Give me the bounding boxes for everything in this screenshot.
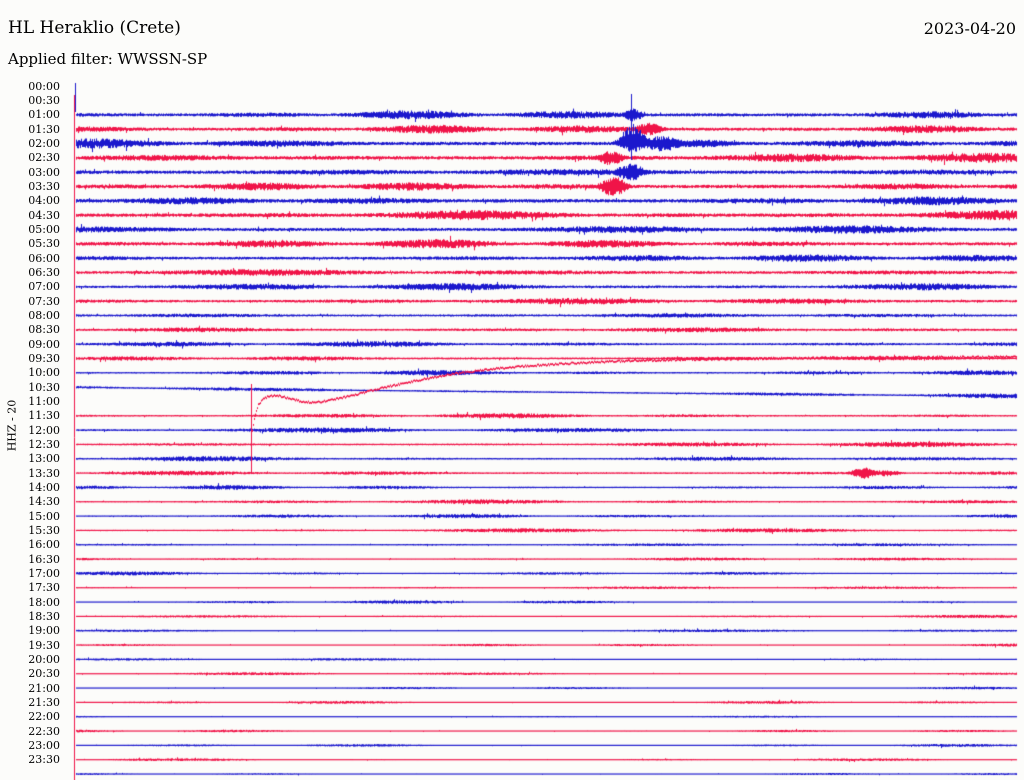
helicorder-plot (0, 0, 1024, 780)
